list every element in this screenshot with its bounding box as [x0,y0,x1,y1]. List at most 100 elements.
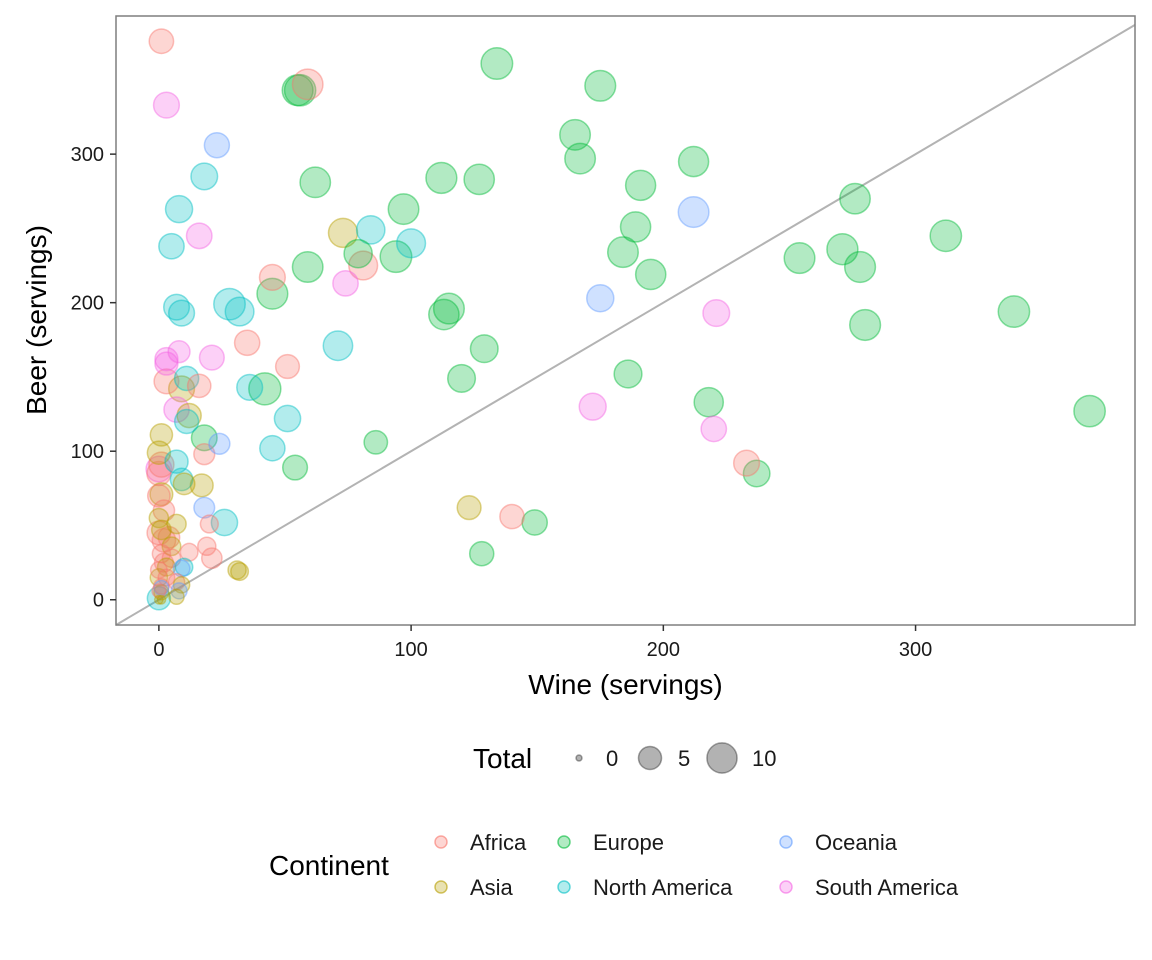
data-point [197,536,217,557]
color-legend-label: Africa [470,830,527,855]
data-point [161,536,182,557]
data-point [164,194,194,224]
data-point [149,568,169,587]
data-point [179,542,199,562]
data-point [185,222,213,250]
data-point [677,145,710,178]
data-point [929,219,963,253]
data-point [343,238,373,269]
data-point [469,334,499,364]
size-legend-key [637,745,663,771]
data-point [149,482,174,507]
data-point [677,196,710,229]
size-legend: Total 0 5 10 [473,742,776,774]
data-point [173,365,200,392]
data-point [848,308,882,342]
data-point [158,232,185,260]
data-point [456,495,482,521]
data-point [230,561,250,582]
color-legend-key [557,880,571,894]
data-point [193,442,216,466]
data-point [167,299,196,327]
data-point [256,277,289,310]
data-point [208,432,231,455]
x-axis-title: Wine (servings) [528,669,722,700]
color-legend-label: South America [815,875,959,900]
data-point [233,329,261,357]
color-legend-key [779,880,793,894]
data-point [152,499,176,523]
data-point [167,573,186,591]
x-axis: 0 100 200 300 [153,625,932,661]
data-point [432,292,465,325]
data-point [480,47,514,81]
data-point [224,296,255,327]
data-point [499,503,525,530]
data-point [168,588,185,606]
data-point [162,293,191,321]
size-legend-key [575,754,583,762]
data-point [227,560,247,580]
data-point [425,161,458,195]
data-point [327,217,359,249]
data-point [157,525,181,549]
data-point [164,449,189,474]
x-tick-label: 200 [647,639,680,661]
data-point [210,508,239,537]
data-point [146,585,172,611]
data-point [172,472,196,496]
data-point [156,594,167,605]
color-legend: Continent Africa Asia Europe North America O… [269,830,959,900]
y-tick-label: 100 [71,441,104,463]
color-legend-label: Asia [470,875,514,900]
data-point [167,340,191,364]
y-tick-label: 300 [71,144,104,166]
data-point [997,295,1031,328]
data-point [161,548,182,569]
data-point [586,283,615,313]
data-point [839,182,871,215]
color-legend-key [434,880,448,894]
data-point [146,520,172,546]
data-point [613,359,643,389]
data-point [154,346,179,372]
data-point [379,240,413,274]
data-point [146,460,172,487]
data-point [468,540,495,567]
data-point [1073,394,1107,428]
data-point [843,250,877,284]
plot-panel-background [116,16,1135,625]
y-axis: 0 100 200 300 [71,144,116,612]
color-legend-label: North America [593,875,733,900]
data-point [146,483,171,508]
data-point [348,250,379,281]
data-point [281,74,314,107]
data-point [559,118,592,151]
color-legend-key [557,835,571,849]
data-point [236,373,264,401]
data-point [148,451,175,478]
data-point [167,375,196,403]
data-point [428,298,460,331]
data-point [156,557,177,577]
data-point [200,547,223,570]
data-point [153,368,180,395]
data-points [145,28,1107,611]
data-point [783,242,816,275]
color-legend-label: Europe [593,830,664,855]
data-point [186,373,212,399]
data-point [151,543,172,564]
data-point [203,131,231,159]
data-point [148,507,170,529]
data-point [258,263,287,292]
data-point [170,582,188,600]
data-point [176,402,202,429]
y-axis-title: Beer (servings) [21,225,52,415]
data-point [363,429,389,455]
data-point [700,415,728,443]
x-tick-label: 100 [394,639,427,661]
data-point [355,215,386,245]
data-point [213,287,246,321]
data-point [153,584,170,601]
